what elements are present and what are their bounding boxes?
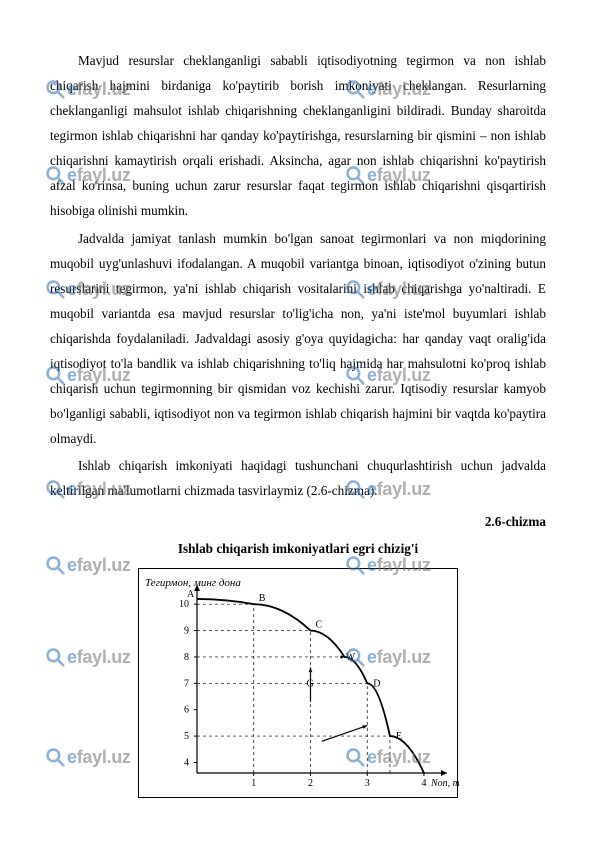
svg-text:B: B bbox=[259, 593, 266, 604]
svg-text:10: 10 bbox=[179, 599, 189, 610]
figure-caption: Ishlab chiqarish imkoniyatlari egri chiz… bbox=[50, 536, 546, 561]
ppf-chart: Тегирмон, минг дона 4 5 6 7 8 9 10 1 2 3 4 Non, mln… bbox=[138, 568, 458, 798]
magnifier-icon bbox=[45, 647, 65, 667]
svg-text:Non, mln, dona: Non, mln, dona bbox=[430, 778, 459, 789]
paragraph-1: Mavjud resurslar cheklanganligi sababli … bbox=[50, 48, 546, 224]
magnifier-icon bbox=[45, 747, 65, 767]
svg-text:2: 2 bbox=[308, 778, 313, 789]
svg-text:1: 1 bbox=[251, 778, 256, 789]
watermark: efayl.uz bbox=[45, 740, 131, 774]
paragraph-3: Ishlab chiqarish imkoniyati haqidagi tus… bbox=[50, 453, 546, 503]
svg-text:7: 7 bbox=[184, 678, 189, 689]
svg-text:W: W bbox=[346, 652, 356, 663]
svg-text:4: 4 bbox=[184, 757, 189, 768]
svg-text:E: E bbox=[396, 731, 402, 742]
svg-text:D: D bbox=[373, 678, 380, 689]
paragraph-2: Jadvalda jamiyat tanlash mumkin bo'lgan … bbox=[50, 226, 546, 452]
y-axis-label: Тегирмон, минг дона bbox=[145, 573, 241, 594]
watermark-text: efayl.uz bbox=[67, 640, 131, 674]
ppf-svg: 456789101234Non, mln, donaABCDEGW bbox=[139, 569, 459, 799]
watermark-text: efayl.uz bbox=[67, 740, 131, 774]
svg-text:3: 3 bbox=[365, 778, 370, 789]
svg-text:5: 5 bbox=[184, 731, 189, 742]
svg-text:9: 9 bbox=[184, 625, 189, 636]
svg-text:6: 6 bbox=[184, 704, 189, 715]
svg-text:4: 4 bbox=[421, 778, 426, 789]
svg-text:8: 8 bbox=[184, 652, 189, 663]
figure-label: 2.6-chizma bbox=[50, 509, 546, 534]
watermark: efayl.uz bbox=[45, 640, 131, 674]
svg-text:C: C bbox=[315, 619, 322, 630]
